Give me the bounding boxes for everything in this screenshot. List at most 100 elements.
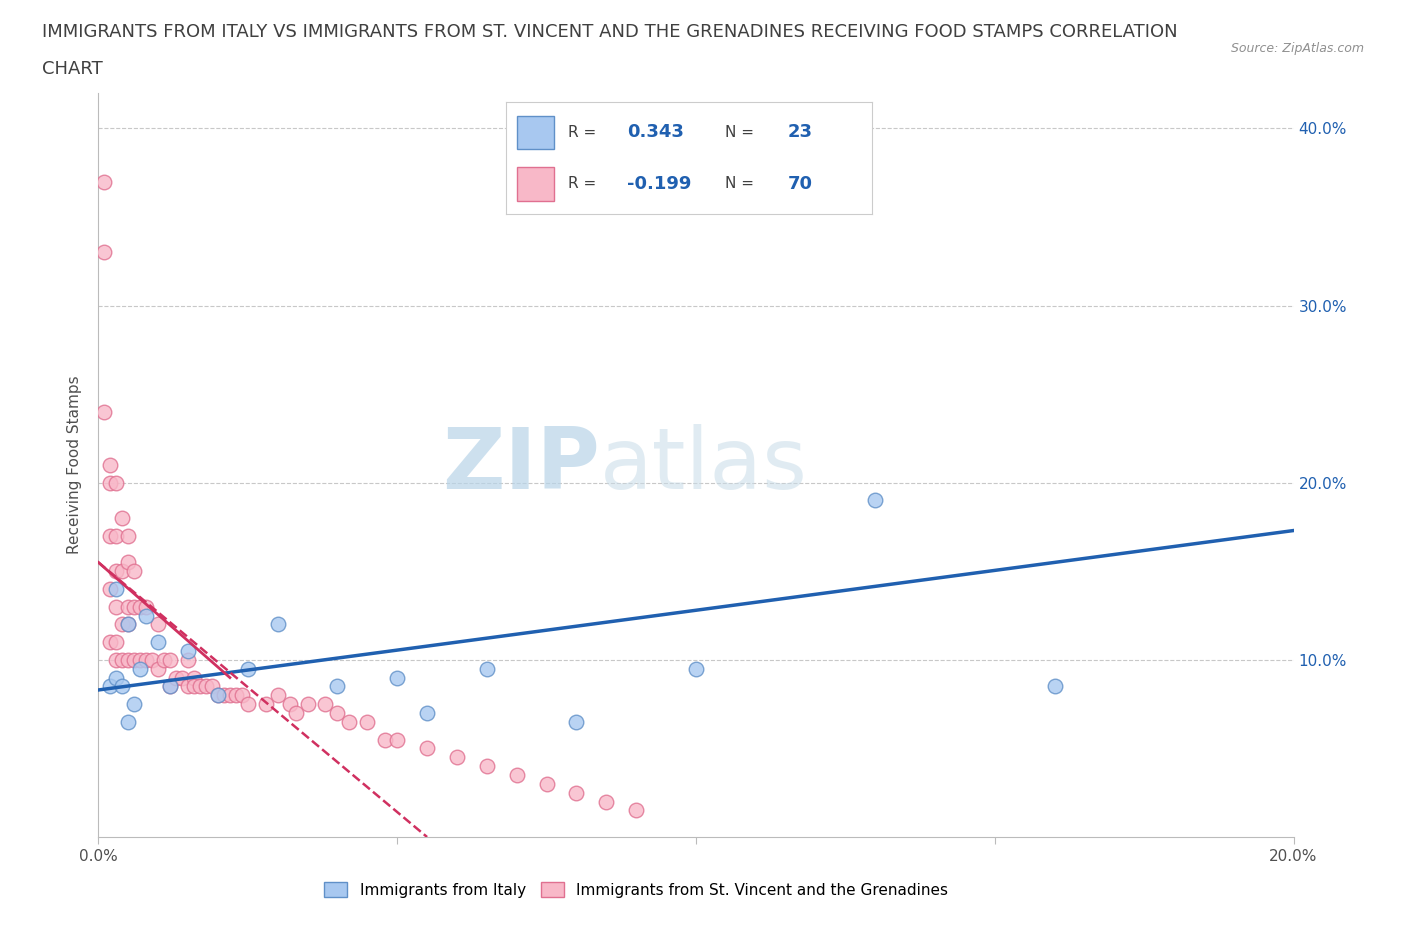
Point bbox=[153, 653, 176, 668]
Text: N =: N = bbox=[725, 177, 755, 192]
Point bbox=[475, 661, 498, 676]
Point bbox=[188, 679, 211, 694]
Point bbox=[105, 564, 128, 578]
Text: N =: N = bbox=[725, 125, 755, 140]
Text: R =: R = bbox=[568, 177, 596, 192]
Point bbox=[129, 661, 152, 676]
Point bbox=[172, 671, 194, 685]
Point bbox=[416, 741, 439, 756]
Point bbox=[93, 405, 115, 419]
Point bbox=[416, 706, 439, 721]
Point bbox=[315, 697, 337, 711]
Point bbox=[278, 697, 301, 711]
Point bbox=[177, 679, 200, 694]
Point bbox=[254, 697, 277, 711]
Point bbox=[117, 528, 139, 543]
Point bbox=[100, 528, 122, 543]
Point bbox=[595, 794, 617, 809]
Legend: Immigrants from Italy, Immigrants from St. Vincent and the Grenadines: Immigrants from Italy, Immigrants from S… bbox=[318, 875, 955, 904]
Point bbox=[117, 617, 139, 631]
Point bbox=[117, 599, 139, 614]
Point bbox=[93, 174, 115, 189]
Point bbox=[100, 475, 122, 490]
Point bbox=[267, 688, 290, 703]
Point bbox=[475, 759, 498, 774]
Point bbox=[284, 706, 307, 721]
Point bbox=[111, 511, 134, 525]
Point bbox=[105, 581, 128, 596]
Point bbox=[865, 493, 887, 508]
Point bbox=[385, 671, 409, 685]
Point bbox=[565, 785, 588, 800]
Point bbox=[124, 697, 146, 711]
Point bbox=[100, 679, 122, 694]
Point bbox=[93, 245, 115, 259]
Point bbox=[148, 634, 170, 649]
Text: CHART: CHART bbox=[42, 60, 103, 78]
Point bbox=[177, 653, 200, 668]
Point bbox=[159, 653, 181, 668]
Point bbox=[297, 697, 319, 711]
Point bbox=[565, 714, 588, 729]
Point bbox=[111, 617, 134, 631]
Point bbox=[111, 653, 134, 668]
Point bbox=[148, 617, 170, 631]
Point bbox=[685, 661, 707, 676]
Point bbox=[105, 528, 128, 543]
Point bbox=[626, 803, 648, 817]
Point bbox=[177, 644, 200, 658]
Point bbox=[536, 777, 558, 791]
Point bbox=[159, 679, 181, 694]
Point bbox=[111, 679, 134, 694]
Point bbox=[117, 714, 139, 729]
Point bbox=[129, 653, 152, 668]
Point bbox=[135, 653, 157, 668]
Point bbox=[141, 653, 163, 668]
Text: 23: 23 bbox=[787, 124, 813, 141]
Point bbox=[105, 599, 128, 614]
Point bbox=[124, 599, 146, 614]
Point bbox=[236, 697, 259, 711]
Point bbox=[135, 599, 157, 614]
Point bbox=[100, 581, 122, 596]
Point bbox=[267, 617, 290, 631]
Point bbox=[339, 714, 360, 729]
Point bbox=[105, 475, 128, 490]
Point bbox=[236, 661, 259, 676]
Point bbox=[117, 555, 139, 570]
FancyBboxPatch shape bbox=[517, 115, 554, 149]
Y-axis label: Receiving Food Stamps: Receiving Food Stamps bbox=[67, 376, 83, 554]
Point bbox=[148, 661, 170, 676]
Point bbox=[326, 706, 349, 721]
Point bbox=[326, 679, 349, 694]
Point bbox=[117, 653, 139, 668]
Point bbox=[117, 617, 139, 631]
FancyBboxPatch shape bbox=[517, 167, 554, 201]
Point bbox=[165, 671, 187, 685]
Point bbox=[212, 688, 235, 703]
Point bbox=[105, 653, 128, 668]
Point bbox=[129, 599, 152, 614]
Text: 0.343: 0.343 bbox=[627, 124, 683, 141]
Point bbox=[183, 679, 205, 694]
Point bbox=[195, 679, 218, 694]
Point bbox=[207, 688, 229, 703]
Text: atlas: atlas bbox=[600, 423, 808, 507]
Point bbox=[506, 767, 529, 782]
Point bbox=[159, 679, 181, 694]
Point bbox=[1043, 679, 1066, 694]
Point bbox=[111, 564, 134, 578]
Point bbox=[446, 750, 468, 764]
Point bbox=[105, 634, 128, 649]
Point bbox=[201, 679, 224, 694]
Text: 70: 70 bbox=[787, 175, 813, 193]
Point bbox=[135, 608, 157, 623]
Point bbox=[100, 634, 122, 649]
Point bbox=[385, 732, 409, 747]
Point bbox=[219, 688, 242, 703]
Text: R =: R = bbox=[568, 125, 596, 140]
Point bbox=[124, 564, 146, 578]
Point bbox=[231, 688, 253, 703]
Point bbox=[183, 671, 205, 685]
Point bbox=[100, 458, 122, 472]
